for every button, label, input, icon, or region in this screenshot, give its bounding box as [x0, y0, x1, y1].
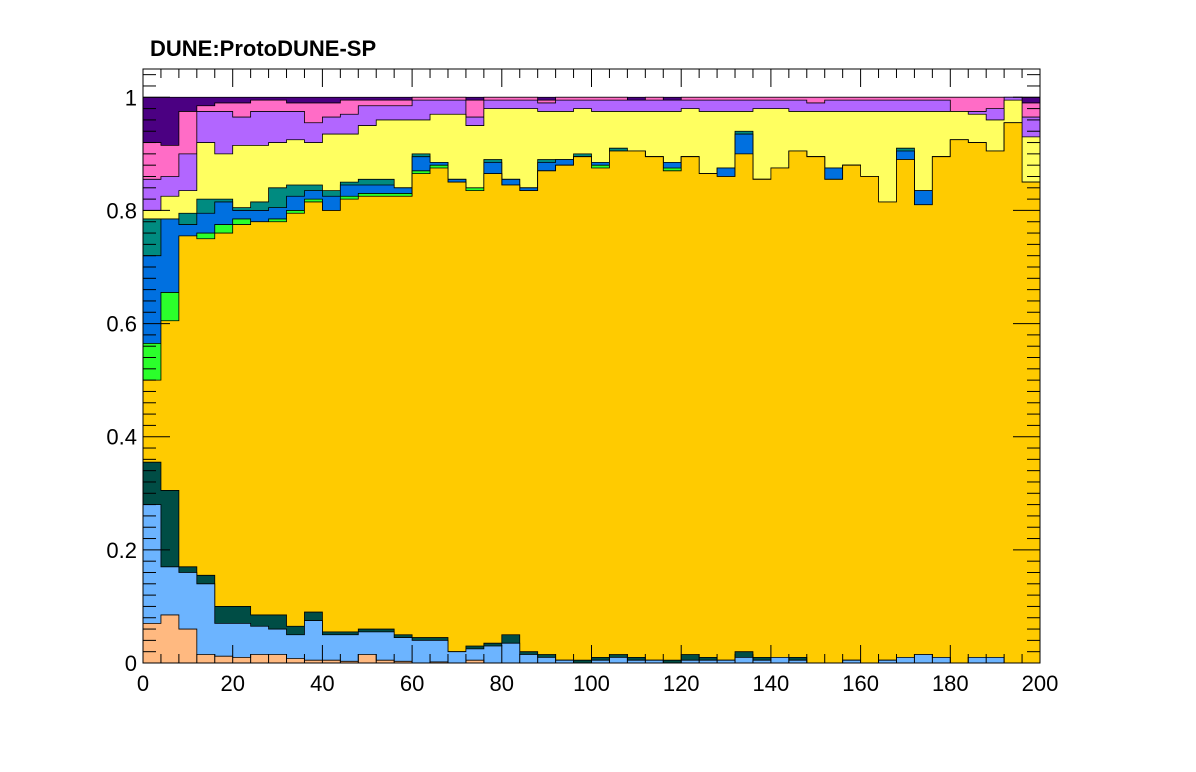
y-tick-label: 1	[125, 85, 137, 110]
y-tick-label: 0	[125, 651, 137, 676]
x-tick-label: 140	[753, 671, 790, 696]
x-tick-label: 180	[932, 671, 969, 696]
x-tick-label: 80	[490, 671, 514, 696]
x-tick-label: 160	[842, 671, 879, 696]
y-tick-label: 0.6	[106, 312, 137, 337]
x-tick-label: 100	[573, 671, 610, 696]
x-tick-label: 40	[310, 671, 334, 696]
x-tick-label: 0	[137, 671, 149, 696]
chart-title: DUNE:ProtoDUNE-SP	[150, 36, 377, 61]
x-tick-label: 60	[400, 671, 424, 696]
x-tick-label: 200	[1022, 671, 1059, 696]
y-tick-label: 0.8	[106, 198, 137, 223]
y-tick-label: 0.4	[106, 425, 137, 450]
stack-layer-4	[142, 122, 1041, 664]
x-tick-label: 20	[220, 671, 244, 696]
x-tick-label: 120	[663, 671, 700, 696]
y-tick-label: 0.2	[106, 538, 137, 563]
